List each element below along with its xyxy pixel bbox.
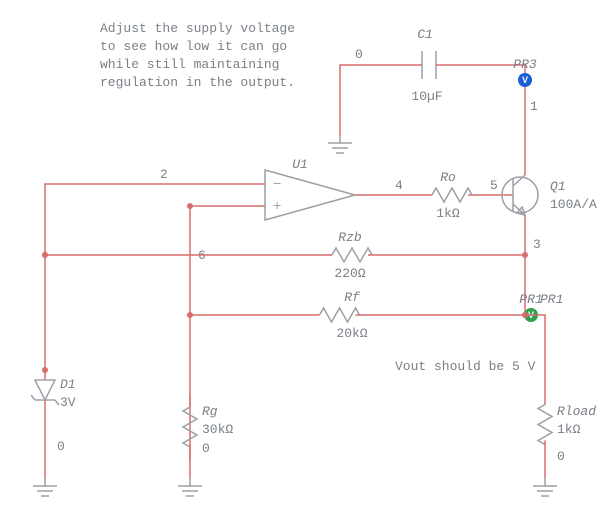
net-5: 5 <box>490 178 498 193</box>
wire-c1-left <box>340 65 415 135</box>
ground-rg <box>178 478 202 496</box>
q1-label: Q1 <box>550 179 566 194</box>
junction <box>522 312 528 318</box>
ground-rload <box>533 478 557 496</box>
note-l1: Adjust the supply voltage <box>100 21 295 36</box>
net-2: 2 <box>160 167 168 182</box>
ro-label: Ro <box>440 170 456 185</box>
resistor-ro <box>432 188 472 202</box>
d1-triangle <box>35 380 55 400</box>
net-0-d1: 0 <box>57 439 65 454</box>
c1-value: 10µF <box>411 89 442 104</box>
resistor-rzb <box>332 248 372 262</box>
net-0-rload: 0 <box>557 449 565 464</box>
u1-label: U1 <box>292 157 308 172</box>
net-3: 3 <box>533 237 541 252</box>
resistor-rf <box>320 308 360 322</box>
u1-plus-sign: + <box>273 199 281 215</box>
ro-value: 1kΩ <box>436 206 460 221</box>
note-l3: while still maintaining <box>100 57 279 72</box>
note-vout: Vout should be 5 V <box>395 359 536 374</box>
net-0-c1: 0 <box>355 47 363 62</box>
ground-d1 <box>33 478 57 496</box>
junction <box>187 203 193 209</box>
probe-pr3-letter: V <box>522 75 528 85</box>
rload-label: Rload <box>557 404 596 419</box>
rzb-value: 220Ω <box>334 266 365 281</box>
wire-net2 <box>45 184 265 370</box>
rload-value: 1kΩ <box>557 422 581 437</box>
rf-label: Rf <box>344 290 361 305</box>
node-6-rf <box>187 312 193 318</box>
probe-pr3-label: PR3 <box>513 57 537 72</box>
rf-value: 20kΩ <box>336 326 367 341</box>
d1-value: 3V <box>60 395 76 410</box>
node-3-rzb <box>522 252 528 258</box>
d1-label: D1 <box>60 377 76 392</box>
rg-label: Rg <box>202 404 218 419</box>
capacitor-c1 <box>422 51 436 79</box>
note-l2: to see how low it can go <box>100 39 287 54</box>
note-l4: regulation in the output. <box>100 75 295 90</box>
net-1: 1 <box>530 99 538 114</box>
c1-label: C1 <box>417 27 433 42</box>
u1-minus-sign: − <box>273 177 281 193</box>
rg-value: 30kΩ <box>202 422 233 437</box>
wire-to-rload <box>525 315 545 390</box>
q1-value: 100A/A <box>550 197 597 212</box>
pr1-label-alt: PR1 <box>540 292 563 307</box>
resistor-rload <box>538 405 552 445</box>
node-2-rzbL <box>42 252 48 258</box>
net-4: 4 <box>395 178 403 193</box>
junction <box>42 367 48 373</box>
net-0-rg: 0 <box>202 441 210 456</box>
rzb-label: Rzb <box>338 230 362 245</box>
ground-c1 <box>328 135 352 153</box>
